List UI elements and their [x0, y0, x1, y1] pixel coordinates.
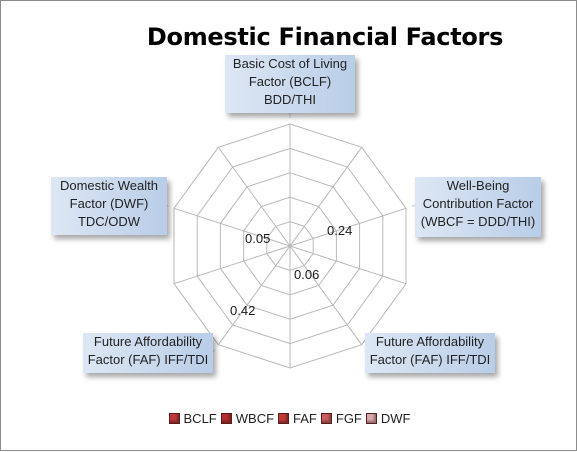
category-label-dwf: Domestic Wealth Factor (DWF) TDC/ODW — [51, 177, 167, 235]
grid-spoke — [217, 245, 291, 345]
legend-item: BCLF — [168, 411, 217, 426]
legend-swatch — [365, 413, 377, 424]
data-label: 0.24 — [327, 223, 353, 238]
category-label-faf-left: Future Affordability Factor (FAF) IFF/TD… — [83, 333, 213, 373]
legend-item: DWF — [365, 411, 411, 426]
legend-item: WBCF — [220, 411, 275, 426]
category-label-bclf: Basic Cost of Living Factor (BCLF) BDD/T… — [225, 55, 355, 113]
category-label-wbcf: Well-Being Contribution Factor (WBCF = D… — [415, 177, 541, 237]
legend-item: FAF — [278, 411, 317, 426]
legend-swatch — [278, 413, 290, 424]
legend-label: DWF — [380, 411, 411, 426]
grid-spoke — [173, 207, 291, 247]
grid-spoke — [217, 147, 291, 247]
legend-label: WBCF — [235, 411, 275, 426]
legend-swatch — [168, 413, 180, 424]
grid-spoke — [289, 245, 363, 345]
grid-spoke — [289, 147, 363, 247]
legend-label: FGF — [335, 411, 362, 426]
data-label: 0.42 — [230, 303, 256, 318]
chart-title: Domestic Financial Factors — [146, 23, 504, 51]
legend: BCLF WBCF FAF FGF DWF — [1, 411, 577, 426]
legend-swatch — [320, 413, 332, 424]
category-label-faf-right: Future Affordability Factor (FAF) IFF/TD… — [365, 333, 495, 373]
grid-spoke — [173, 245, 291, 285]
legend-swatch — [220, 413, 232, 424]
grid-spoke — [289, 207, 407, 247]
legend-label: FAF — [293, 411, 317, 426]
grid-spoke — [289, 245, 407, 285]
data-label: 0.05 — [245, 231, 271, 246]
data-label: 0.06 — [294, 267, 320, 282]
legend-item: FGF — [320, 411, 362, 426]
legend-label: BCLF — [183, 411, 217, 426]
